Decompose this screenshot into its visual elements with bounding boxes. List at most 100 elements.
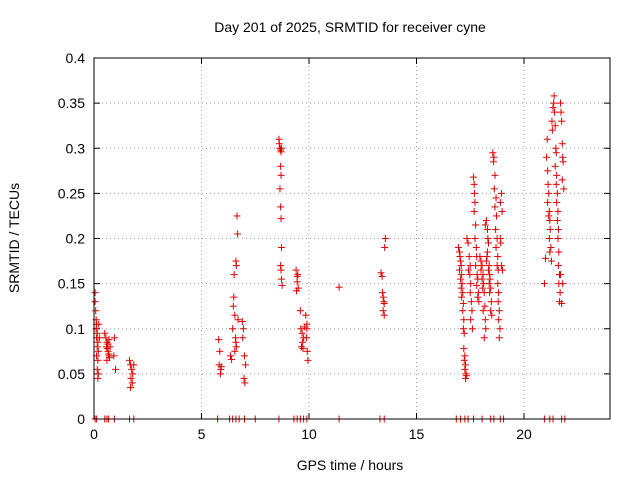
y-tick-label: 0.05 [58, 366, 85, 382]
data-point [480, 334, 488, 342]
data-point [92, 307, 100, 315]
x-tick-label: 0 [90, 426, 98, 442]
data-point [103, 356, 111, 364]
data-point [216, 347, 224, 355]
data-point [101, 329, 109, 337]
data-point [489, 149, 497, 157]
data-point [277, 244, 285, 252]
data-point [548, 126, 556, 134]
data-point [553, 198, 561, 206]
data-point [215, 336, 223, 344]
data-point [239, 334, 247, 342]
data-point [457, 275, 465, 283]
data-point [554, 235, 562, 242]
data-point [277, 171, 285, 179]
data-point [558, 299, 566, 307]
data-point [557, 271, 565, 279]
data-point [377, 269, 385, 277]
data-point [302, 311, 310, 319]
data-point [471, 189, 479, 197]
data-point [94, 347, 102, 355]
data-point [293, 278, 301, 286]
data-point [460, 356, 468, 364]
data-point [487, 307, 495, 315]
data-point [275, 140, 283, 148]
data-point [129, 370, 137, 378]
data-point [91, 289, 99, 297]
data-point [485, 266, 493, 274]
data-point [238, 318, 246, 326]
data-point [125, 356, 133, 364]
data-point [559, 280, 567, 288]
data-point [558, 117, 566, 125]
data-point [94, 374, 102, 382]
data-point [459, 299, 467, 307]
data-point [491, 203, 499, 211]
data-point [482, 325, 490, 333]
data-point [460, 329, 468, 337]
data-point [239, 325, 247, 333]
data-point [495, 307, 503, 315]
data-point [110, 352, 118, 360]
data-point [130, 361, 138, 369]
data-point [380, 311, 388, 319]
data-point [554, 207, 562, 215]
data-point [381, 244, 389, 252]
x-tick-label: 15 [409, 426, 425, 442]
data-point [540, 280, 548, 288]
data-point [127, 383, 135, 391]
data-point [557, 99, 565, 107]
data-point [481, 316, 489, 324]
data-point [459, 325, 467, 333]
data-point [479, 307, 487, 315]
y-tick-label: 0.2 [66, 231, 86, 247]
data-point [94, 356, 102, 364]
data-point [485, 239, 493, 247]
data-point [546, 225, 554, 233]
data-point [557, 108, 565, 116]
data-point [474, 293, 482, 301]
data-point [293, 287, 301, 295]
data-point [469, 173, 477, 181]
data-point [471, 198, 479, 206]
data-point [496, 198, 504, 206]
data-point [458, 280, 466, 288]
data-point [454, 244, 462, 252]
data-point [127, 374, 135, 382]
data-point [484, 235, 492, 242]
data-point [482, 216, 490, 224]
data-point [548, 117, 556, 125]
data-point [461, 352, 469, 360]
data-point [460, 345, 468, 353]
data-point [229, 302, 237, 310]
point-layer [91, 92, 569, 423]
data-point [105, 336, 113, 344]
data-point [232, 343, 240, 351]
data-point [494, 298, 502, 306]
data-point [335, 283, 343, 291]
data-point [102, 334, 110, 342]
data-point [278, 281, 286, 289]
data-point [470, 207, 478, 215]
data-point [482, 257, 490, 265]
data-point [545, 235, 553, 242]
data-point [456, 253, 464, 261]
data-point [461, 365, 469, 373]
data-point [299, 345, 307, 353]
data-point [491, 171, 499, 179]
data-point [465, 266, 473, 274]
data-point [231, 311, 239, 319]
data-point [556, 289, 564, 297]
data-point [381, 235, 389, 242]
data-point [558, 140, 566, 148]
data-point [489, 158, 497, 166]
data-point [93, 329, 101, 337]
data-point [228, 355, 236, 363]
data-point [303, 347, 311, 355]
y-tick-label: 0.35 [58, 95, 85, 111]
data-point [472, 244, 480, 252]
data-point [467, 298, 475, 306]
data-point [294, 271, 302, 279]
data-point [472, 221, 480, 229]
y-tick-label: 0.1 [66, 321, 86, 337]
